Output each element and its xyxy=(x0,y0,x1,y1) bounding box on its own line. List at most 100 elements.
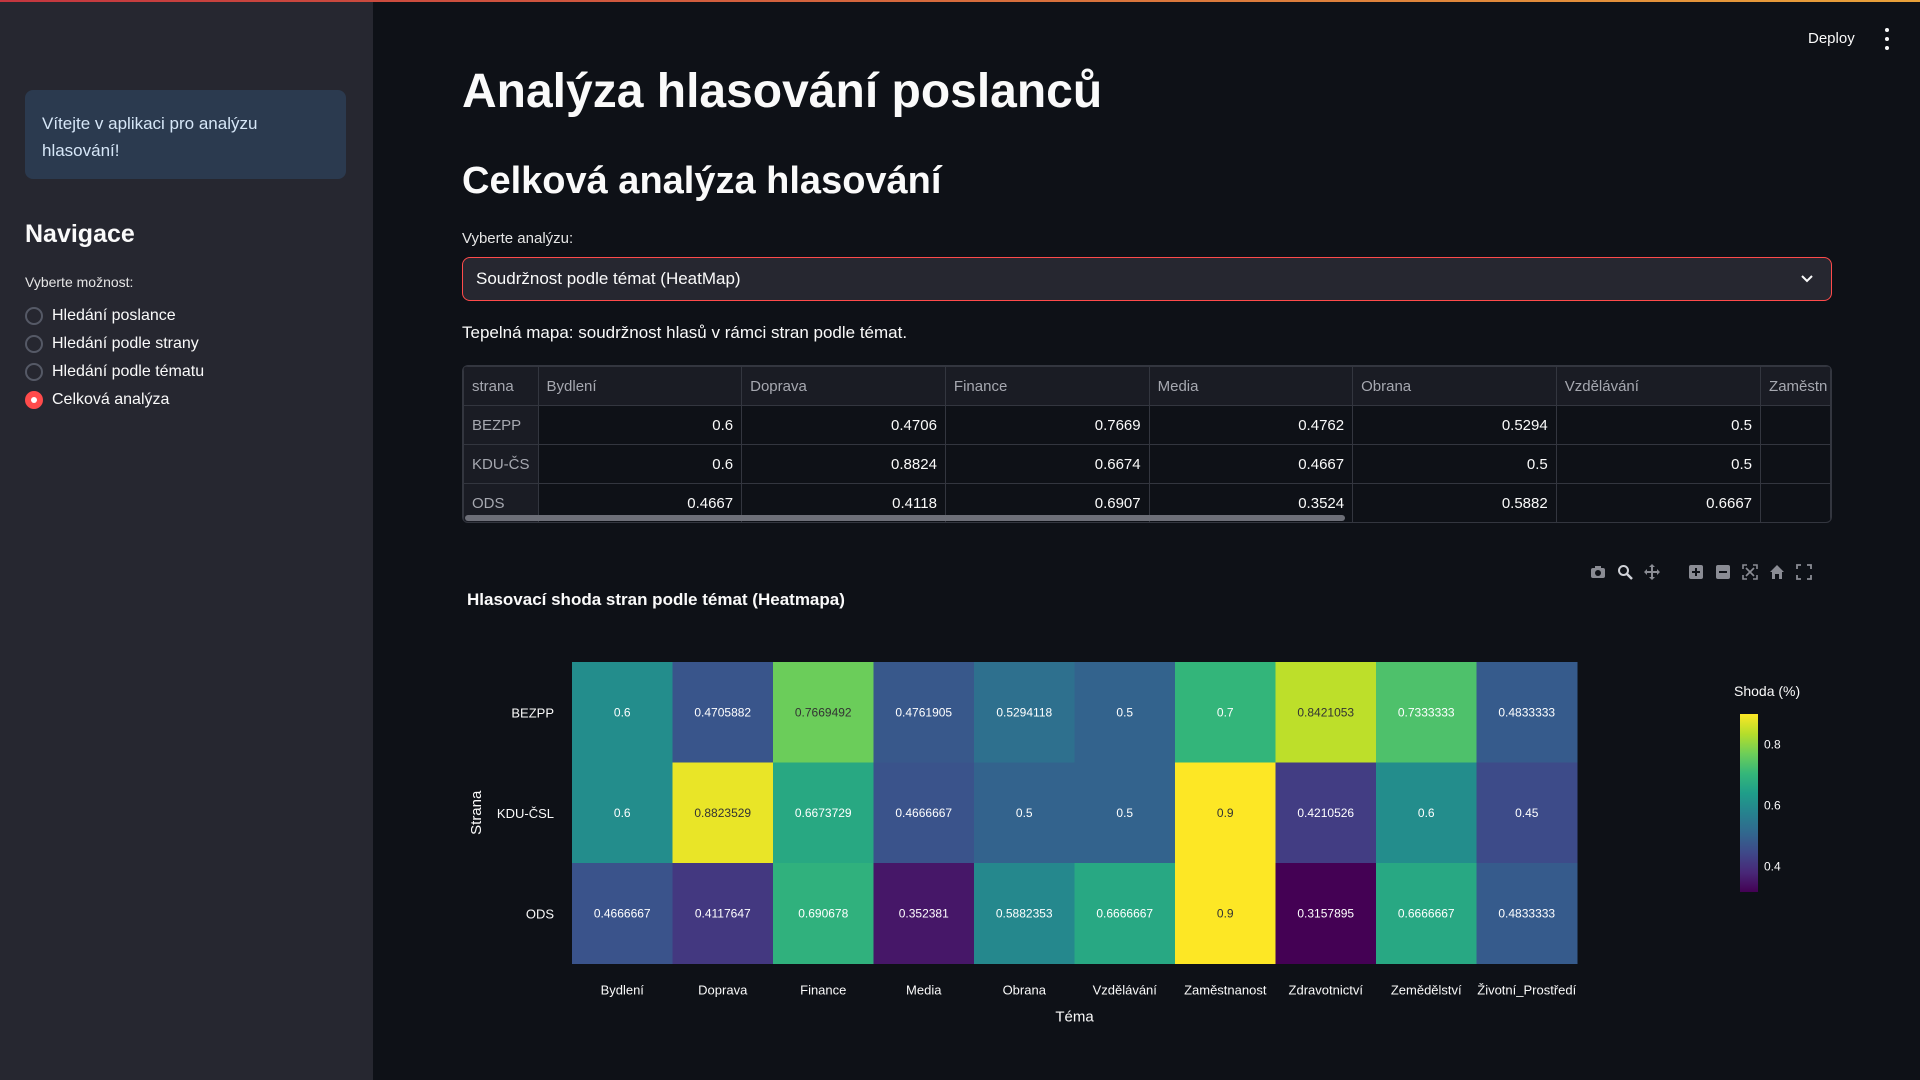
cell-label: 0.4666667 xyxy=(594,906,651,920)
x-tick-label: Vzdělávání xyxy=(1093,983,1158,998)
cell-label: 0.3157895 xyxy=(1297,906,1354,920)
column-header[interactable]: Bydlení xyxy=(537,366,743,406)
cell-label: 0.6 xyxy=(614,806,631,820)
radio-button[interactable] xyxy=(25,307,43,325)
column-header[interactable]: strana xyxy=(463,366,539,406)
column-header[interactable]: Zaměstn xyxy=(1760,366,1831,406)
cell-label: 0.4833333 xyxy=(1498,705,1555,719)
heatmap-cell[interactable] xyxy=(572,863,673,964)
table-cell[interactable]: 0.4667 xyxy=(1148,444,1354,484)
heatmap-cell[interactable] xyxy=(672,762,774,864)
cell-label: 0.5294118 xyxy=(996,705,1052,719)
table-cell[interactable]: 0.5882 xyxy=(1352,483,1557,522)
table-cell[interactable]: 0.5294 xyxy=(1352,405,1557,445)
column-header[interactable]: Media xyxy=(1148,366,1354,406)
heatmap-cell[interactable] xyxy=(1376,762,1477,864)
cell-label: 0.4833333 xyxy=(1498,906,1555,920)
heatmap-cell[interactable] xyxy=(1074,662,1176,763)
heatmap-cell[interactable] xyxy=(1275,662,1377,763)
table-cell[interactable] xyxy=(1760,483,1831,522)
column-header[interactable]: Doprava xyxy=(741,366,946,406)
horizontal-scrollbar[interactable] xyxy=(465,515,1345,521)
heatmap-cell[interactable] xyxy=(773,762,874,864)
dataframe[interactable]: strana Bydlení Doprava Finance Media Obr… xyxy=(462,365,1832,523)
heatmap-cell[interactable] xyxy=(1476,662,1578,763)
analysis-select[interactable]: Soudržnost podle témat (HeatMap) xyxy=(462,257,1832,301)
heatmap-cell[interactable] xyxy=(1074,762,1176,864)
table-cell[interactable] xyxy=(1760,405,1831,445)
radio-option-hledani-poslance[interactable]: Hledání poslance xyxy=(25,302,204,330)
deploy-button[interactable]: Deploy xyxy=(1808,30,1855,47)
table-cell[interactable]: 0.5 xyxy=(1555,405,1762,445)
table-cell[interactable] xyxy=(1760,444,1831,484)
cell-label: 0.5882353 xyxy=(996,906,1053,920)
column-header[interactable]: Finance xyxy=(944,366,1150,406)
heatmap-cell[interactable] xyxy=(873,863,975,964)
zoom-out-icon[interactable] xyxy=(1715,564,1731,580)
cell-label: 0.4705882 xyxy=(694,705,751,719)
radio-option-celkova-analyza[interactable]: Celková analýza xyxy=(25,386,204,414)
heatmap-cell[interactable] xyxy=(1175,762,1276,864)
column-header[interactable]: Vzdělávání xyxy=(1555,366,1762,406)
heatmap-cell[interactable] xyxy=(1376,662,1477,763)
select-value: Soudržnost podle témat (HeatMap) xyxy=(476,269,741,288)
cell-label: 0.4117647 xyxy=(695,906,751,920)
x-tick-label: Finance xyxy=(800,983,846,998)
heatmap-cell[interactable] xyxy=(873,662,975,763)
heatmap-cell[interactable] xyxy=(1476,863,1578,964)
heatmap-cell[interactable] xyxy=(974,662,1075,763)
heatmap-cell[interactable] xyxy=(1175,863,1276,964)
heatmap-cell[interactable] xyxy=(1275,863,1377,964)
home-icon[interactable] xyxy=(1769,564,1785,580)
kebab-menu-icon[interactable] xyxy=(1880,28,1894,50)
heatmap-cell[interactable] xyxy=(1175,662,1276,763)
heatmap-cell[interactable] xyxy=(873,762,975,864)
table-cell[interactable]: 0.6667 xyxy=(1555,483,1762,522)
heatmap-cell[interactable] xyxy=(1275,762,1377,864)
heatmap-cell[interactable] xyxy=(1476,762,1578,864)
heatmap-cell[interactable] xyxy=(773,662,874,763)
table-cell[interactable]: 0.5 xyxy=(1555,444,1762,484)
navigation-title: Navigace xyxy=(25,220,135,248)
cell-label: 0.5 xyxy=(1016,806,1033,820)
heatmap-cell[interactable] xyxy=(672,863,774,964)
table-cell[interactable]: 0.7669 xyxy=(944,405,1150,445)
table-cell[interactable]: 0.6674 xyxy=(944,444,1150,484)
column-header[interactable]: Obrana xyxy=(1352,366,1557,406)
zoom-icon[interactable] xyxy=(1617,564,1633,580)
heatmap-cell[interactable] xyxy=(974,762,1075,864)
section-title: Celková analýza hlasování xyxy=(462,160,942,202)
heatmap-cell[interactable] xyxy=(773,863,874,964)
camera-icon[interactable] xyxy=(1590,564,1606,580)
table-cell[interactable]: 0.4706 xyxy=(741,405,946,445)
table-cell[interactable]: 0.5 xyxy=(1352,444,1557,484)
cell-label: 0.4210526 xyxy=(1297,806,1354,820)
heatmap-cell[interactable] xyxy=(974,863,1075,964)
radio-option-hledani-podle-strany[interactable]: Hledání podle strany xyxy=(25,330,204,358)
radio-button[interactable] xyxy=(25,363,43,381)
table-cell[interactable]: 0.8824 xyxy=(741,444,946,484)
autoscale-icon[interactable] xyxy=(1742,564,1758,580)
x-tick-label: Doprava xyxy=(698,983,748,998)
radio-option-hledani-podle-tematu[interactable]: Hledání podle tématu xyxy=(25,358,204,386)
radio-option-label: Hledání podle strany xyxy=(52,335,199,352)
heatmap-cell[interactable] xyxy=(1376,863,1477,964)
radio-button-selected[interactable] xyxy=(25,391,43,409)
row-index[interactable]: BEZPP xyxy=(463,405,539,445)
heatmap-cell[interactable] xyxy=(672,662,774,763)
row-index[interactable]: KDU-ČS xyxy=(463,444,539,484)
cell-label: 0.5 xyxy=(1116,705,1133,719)
heatmap-cell[interactable] xyxy=(572,662,673,763)
pan-icon[interactable] xyxy=(1644,564,1660,580)
sidebar: Vítejte v aplikaci pro analýzu hlasování… xyxy=(0,2,373,1080)
table-cell[interactable]: 0.4762 xyxy=(1148,405,1354,445)
table-cell[interactable]: 0.6 xyxy=(537,405,743,445)
table-header-row: strana Bydlení Doprava Finance Media Obr… xyxy=(463,366,1831,406)
fullscreen-icon[interactable] xyxy=(1796,564,1812,580)
radio-button[interactable] xyxy=(25,335,43,353)
zoom-in-icon[interactable] xyxy=(1688,564,1704,580)
heatmap-cell[interactable] xyxy=(572,762,673,864)
table-cell[interactable]: 0.6 xyxy=(537,444,743,484)
radio-group-label: Vyberte možnost: xyxy=(25,274,134,290)
heatmap-cell[interactable] xyxy=(1074,863,1176,964)
